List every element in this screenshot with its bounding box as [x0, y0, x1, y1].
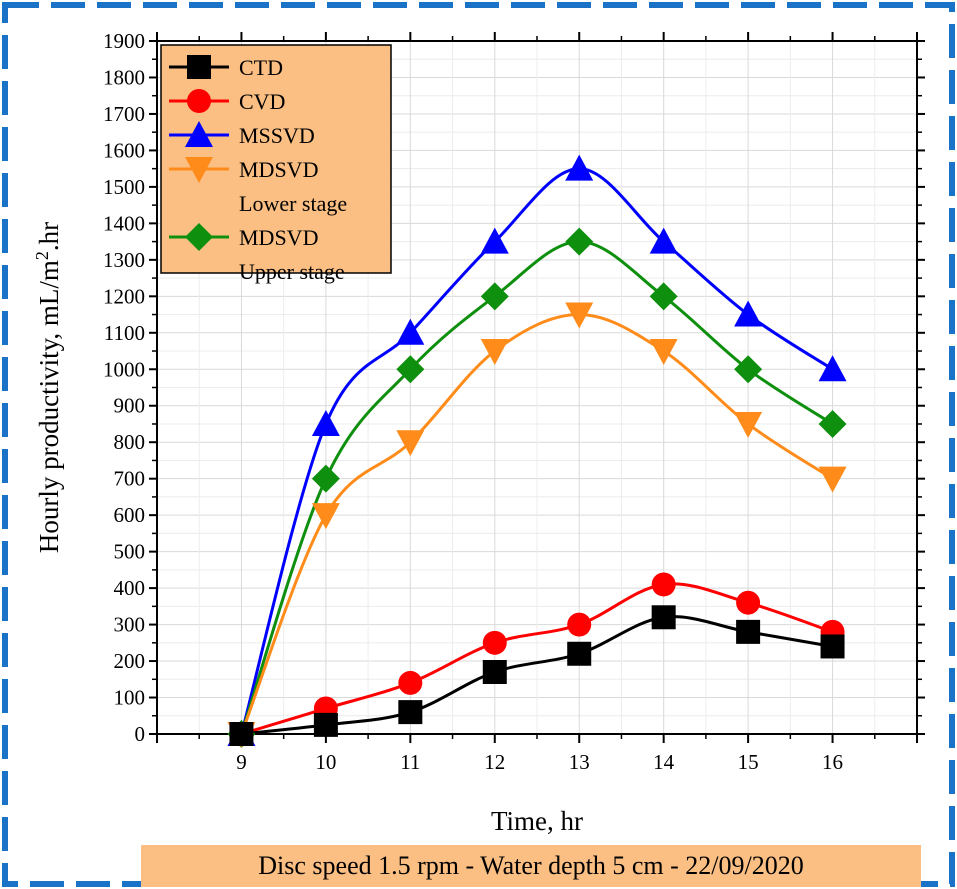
data-point: [565, 302, 594, 329]
data-point: [818, 355, 847, 382]
legend-marker: [187, 89, 211, 113]
y-tick-label: 100: [114, 686, 146, 710]
data-point: [649, 339, 678, 366]
data-point: [736, 619, 761, 644]
x-tick-label: 10: [315, 750, 336, 774]
y-tick-label: 500: [114, 540, 146, 564]
data-point: [311, 503, 340, 530]
data-point: [734, 300, 763, 327]
data-point: [311, 464, 340, 493]
data-point: [396, 430, 425, 457]
y-tick-label: 400: [114, 576, 146, 600]
data-point: [480, 339, 509, 366]
legend-marker: [187, 55, 211, 79]
y-tick-label: 600: [114, 503, 146, 527]
legend-marker: [185, 121, 213, 147]
legend-label: Upper stage: [239, 259, 345, 284]
legend-marker: [185, 157, 213, 183]
data-point: [565, 154, 594, 181]
y-tick-label: 900: [114, 394, 146, 418]
y-tick-label: 1000: [103, 357, 145, 381]
data-point: [229, 722, 254, 746]
y-tick-label: 0: [135, 722, 146, 746]
y-tick-label: 800: [114, 430, 146, 454]
x-tick-label: 14: [653, 750, 675, 774]
y-tick-label: 300: [114, 613, 146, 637]
y-tick-label: 200: [114, 649, 146, 673]
data-point: [482, 659, 507, 684]
data-point: [567, 612, 592, 637]
legend-label: MSSVD: [239, 123, 315, 148]
data-point: [398, 700, 423, 725]
y-tick-label: 1300: [103, 248, 145, 272]
legend-label: MDSVD: [239, 225, 318, 250]
data-point: [818, 409, 847, 438]
x-tick-label: 11: [400, 750, 420, 774]
data-point: [480, 282, 509, 311]
data-point: [396, 355, 425, 384]
data-point: [651, 605, 676, 630]
legend-marker: [185, 223, 213, 251]
x-tick-label: 12: [484, 750, 505, 774]
y-tick-label: 1100: [104, 321, 145, 345]
y-tick-label: 700: [114, 467, 146, 491]
data-point: [311, 409, 340, 436]
x-tick-label: 9: [236, 750, 247, 774]
data-point: [734, 411, 763, 438]
x-tick-label: 16: [822, 750, 843, 774]
data-point: [480, 227, 509, 254]
y-tick-label: 1600: [103, 138, 145, 162]
legend-label: CTD: [239, 55, 283, 80]
data-point: [482, 630, 507, 655]
legend-label: Lower stage: [239, 191, 347, 216]
data-point: [565, 227, 594, 256]
data-point: [649, 227, 678, 254]
caption-text: Disc speed 1.5 rpm - Water depth 5 cm - …: [258, 851, 804, 880]
data-point: [313, 712, 338, 737]
series-line: [239, 167, 834, 735]
data-point: [736, 590, 761, 615]
data-point: [651, 572, 676, 597]
data-point: [820, 634, 845, 659]
series-line: [240, 240, 834, 735]
x-axis-title: Time, hr: [491, 806, 583, 836]
y-tick-label: 1900: [103, 29, 145, 53]
y-tick-label: 1800: [103, 65, 145, 89]
data-point: [649, 282, 678, 311]
data-point: [734, 355, 763, 384]
legend-label: CVD: [239, 89, 285, 114]
x-tick-label: 13: [569, 750, 590, 774]
y-axis-title: Hourly productivity, mL/m2.hr: [32, 222, 64, 553]
data-point: [567, 641, 592, 666]
y-tick-label: 1700: [103, 102, 145, 126]
y-tick-label: 1500: [103, 175, 145, 199]
data-point: [818, 466, 847, 493]
data-point: [396, 318, 425, 345]
caption-box: Disc speed 1.5 rpm - Water depth 5 cm - …: [141, 845, 921, 887]
data-point: [398, 670, 423, 695]
y-tick-label: 1400: [103, 211, 145, 235]
x-tick-label: 15: [738, 750, 759, 774]
y-tick-label: 1200: [103, 284, 145, 308]
legend-label: MDSVD: [239, 157, 318, 182]
